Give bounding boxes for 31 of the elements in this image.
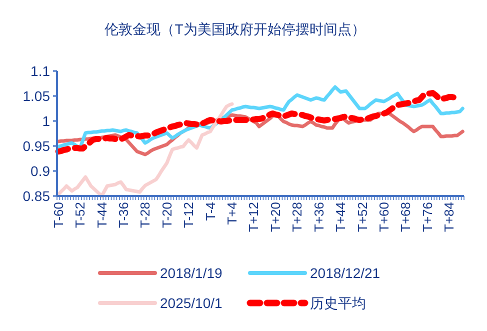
y-tick-label: 0.85 <box>22 188 50 204</box>
x-tick-label: T+12 <box>246 202 262 232</box>
line-series <box>56 102 234 198</box>
x-tick-label: T-52 <box>72 202 88 228</box>
x-tick-label: T+68 <box>398 202 414 232</box>
x-tick-label: T+52 <box>354 202 370 232</box>
x-tick-label: T+4 <box>224 202 240 225</box>
x-tick-label: T+20 <box>268 202 283 232</box>
legend-label: 2018/1/19 <box>160 265 222 281</box>
x-tick-label: T+76 <box>420 202 435 232</box>
y-tick-label: 0.95 <box>22 138 50 154</box>
y-tick-label: 0.9 <box>30 163 50 179</box>
legend-label: 2025/10/1 <box>160 295 222 311</box>
x-tick-label: T-4 <box>202 202 218 221</box>
x-tick-label: T-12 <box>181 202 196 228</box>
x-tick-label: T+44 <box>333 202 348 232</box>
x-tick-label: T+36 <box>311 202 326 232</box>
x-tick-label: T-20 <box>159 202 174 228</box>
x-tick-label: T+28 <box>290 202 305 232</box>
x-tick-label: T-36 <box>116 202 131 228</box>
x-tick-label: T-44 <box>94 202 110 228</box>
y-tick-label: 1.05 <box>22 88 50 104</box>
x-tick-label: T-28 <box>138 202 153 228</box>
y-tick-label: 1.1 <box>30 63 50 79</box>
legend-label: 2018/12/21 <box>310 265 380 281</box>
chart-title: 伦敦金现（T为美国政府开始停摆时间点） <box>104 21 366 37</box>
legend-label: 历史平均 <box>310 295 366 311</box>
x-tick-label: T+60 <box>376 202 392 232</box>
x-tick-label: T+84 <box>442 202 457 232</box>
x-tick-label: T-60 <box>50 202 66 228</box>
y-tick-label: 1 <box>42 113 50 129</box>
